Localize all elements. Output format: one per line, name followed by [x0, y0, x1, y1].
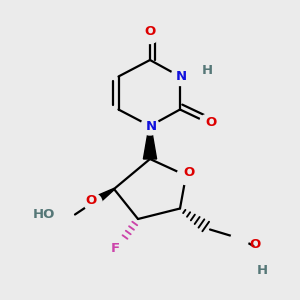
Text: H: H: [257, 263, 268, 277]
Circle shape: [141, 26, 159, 44]
Circle shape: [200, 114, 217, 132]
Text: O: O: [144, 25, 156, 38]
Circle shape: [84, 194, 102, 211]
Text: F: F: [111, 242, 120, 256]
Text: O: O: [183, 166, 195, 179]
Circle shape: [231, 230, 249, 247]
Circle shape: [110, 237, 128, 255]
Text: H: H: [201, 64, 213, 77]
Circle shape: [141, 117, 159, 135]
Text: N: N: [146, 119, 157, 133]
Text: O: O: [86, 194, 97, 208]
Text: HO: HO: [33, 208, 56, 221]
Text: N: N: [176, 70, 187, 83]
Circle shape: [177, 167, 195, 184]
Polygon shape: [143, 126, 157, 159]
Text: O: O: [249, 238, 261, 251]
Text: O: O: [206, 116, 217, 130]
Circle shape: [171, 68, 189, 85]
Polygon shape: [90, 188, 114, 206]
